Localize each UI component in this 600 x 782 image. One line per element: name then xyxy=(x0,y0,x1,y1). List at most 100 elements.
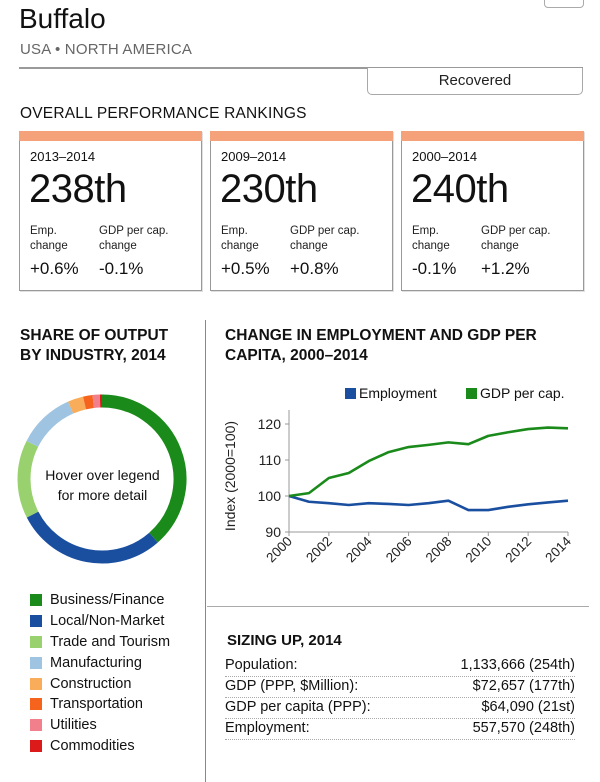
section-divider-vertical xyxy=(205,320,206,782)
donut-slice-trade-and-tourism[interactable] xyxy=(17,440,39,518)
ranking-period: 2000–2014 xyxy=(412,149,478,164)
legend-swatch xyxy=(30,677,42,690)
ranking-card: 2009–2014 230th Emp. change GDP per cap. c… xyxy=(210,131,393,291)
y-tick-label: 120 xyxy=(258,416,282,432)
employment-chart-heading: CHANGE IN EMPLOYMENT AND GDP PER CAPITA,… xyxy=(225,326,537,366)
x-tick-label: 2012 xyxy=(502,534,534,566)
gdp-change-label: GDP per cap. change xyxy=(481,225,551,252)
donut-hint-line1: Hover over legend xyxy=(45,467,160,483)
legend-item-commodities[interactable]: Commodities xyxy=(30,736,170,757)
x-tick-label: 2014 xyxy=(542,533,574,565)
emp-change-value: -0.1% xyxy=(412,259,457,278)
emp-change-label: Emp. change xyxy=(30,225,68,252)
sizing-value: $72,657 (177th) xyxy=(472,678,575,694)
gdp-change-label: GDP per cap. change xyxy=(99,225,169,252)
sizing-label: GDP (PPP, $Million): xyxy=(225,678,359,694)
y-tick-label: 110 xyxy=(259,452,282,468)
x-tick-label: 2010 xyxy=(463,534,495,566)
share-heading: SHARE OF OUTPUT BY INDUSTRY, 2014 xyxy=(20,326,168,366)
legend-label: Construction xyxy=(50,675,132,692)
x-tick-label: 2002 xyxy=(303,534,335,566)
status-button-recovered[interactable]: Recovered xyxy=(367,68,583,95)
emp-change-value: +0.6% xyxy=(30,259,79,278)
sizing-label: Employment: xyxy=(225,720,310,736)
legend-item-trade-and-tourism[interactable]: Trade and Tourism xyxy=(30,632,170,653)
legend-swatch xyxy=(30,739,42,752)
legend-item-transportation[interactable]: Transportation xyxy=(30,694,170,715)
donut-slice-transportation[interactable] xyxy=(83,395,95,410)
gdp-change-value: -0.1% xyxy=(99,259,144,278)
header-divider xyxy=(19,67,583,69)
ranking-value: 238th xyxy=(29,167,127,211)
sizing-row-gdp-per-capita: GDP per capita (PPP): $64,090 (21st) xyxy=(225,698,575,719)
employment-chart-heading-line2: CAPITA, 2000–2014 xyxy=(225,347,368,364)
x-tick-label: 2006 xyxy=(383,534,415,566)
donut-slice-construction[interactable] xyxy=(68,396,87,414)
collapse-button[interactable] xyxy=(544,0,584,8)
donut-slice-manufacturing[interactable] xyxy=(26,401,74,448)
chart-legend-swatch xyxy=(466,388,477,399)
sizing-value: 557,570 (248th) xyxy=(472,720,575,736)
donut-slice-business-finance[interactable] xyxy=(101,394,187,543)
legend-swatch xyxy=(30,698,42,711)
sizing-row-employment: Employment: 557,570 (248th) xyxy=(225,719,575,740)
industry-donut-chart xyxy=(17,394,187,564)
gdp-change-value: +1.2% xyxy=(481,259,530,278)
legend-label: Trade and Tourism xyxy=(50,633,171,650)
chart-legend-swatch xyxy=(345,388,356,399)
ranking-period: 2013–2014 xyxy=(30,149,96,164)
legend-label: Manufacturing xyxy=(50,654,142,671)
series-line-gdp-per-cap[interactable] xyxy=(288,426,569,498)
donut-slice-local-non-market[interactable] xyxy=(26,511,158,564)
sizing-row-population: Population: 1,133,666 (254th) xyxy=(225,656,575,677)
ranking-period: 2009–2014 xyxy=(221,149,287,164)
emp-change-value: +0.5% xyxy=(221,259,270,278)
industry-legend: Business/Finance Local/Non-Market Trade an… xyxy=(30,590,170,756)
x-tick-label: 2008 xyxy=(423,534,455,566)
legend-label: Business/Finance xyxy=(50,592,165,609)
legend-label: Local/Non-Market xyxy=(50,613,165,630)
emp-change-label: Emp. change xyxy=(221,225,259,252)
share-heading-line1: SHARE OF OUTPUT xyxy=(20,327,169,344)
share-heading-line2: BY INDUSTRY, 2014 xyxy=(20,347,166,364)
sizing-value: 1,133,666 (254th) xyxy=(460,657,575,673)
y-axis-title: Index (2000=100) xyxy=(222,421,238,531)
sizing-label: GDP per capita (PPP): xyxy=(225,699,371,715)
sizing-table: Population: 1,133,666 (254th) GDP (PPP, … xyxy=(225,656,575,740)
section-divider-horizontal xyxy=(207,606,589,607)
donut-hint-text: Hover over legend for more detail xyxy=(30,465,175,505)
legend-item-manufacturing[interactable]: Manufacturing xyxy=(30,652,170,673)
chart-legend-item-employment[interactable]: Employment xyxy=(345,385,437,401)
legend-label: Transportation xyxy=(50,696,143,713)
ranking-value: 240th xyxy=(411,167,509,211)
series-line-employment[interactable] xyxy=(288,494,569,512)
y-tick-label: 100 xyxy=(258,488,282,504)
sizing-heading: SIZING UP, 2014 xyxy=(227,632,342,649)
legend-swatch xyxy=(30,719,42,732)
ranking-card-accent xyxy=(401,131,584,141)
ranking-value: 230th xyxy=(220,167,318,211)
legend-swatch xyxy=(30,615,42,628)
legend-item-utilities[interactable]: Utilities xyxy=(30,715,170,736)
legend-item-construction[interactable]: Construction xyxy=(30,673,170,694)
sizing-value: $64,090 (21st) xyxy=(481,699,575,715)
employment-chart-heading-line1: CHANGE IN EMPLOYMENT AND GDP PER xyxy=(225,327,537,344)
legend-label: Utilities xyxy=(50,717,97,734)
ranking-card: 2013–2014 238th Emp. change GDP per cap. c… xyxy=(19,131,202,291)
x-tick-label: 2004 xyxy=(343,533,375,565)
legend-swatch xyxy=(30,594,42,607)
gdp-change-value: +0.8% xyxy=(290,259,339,278)
ranking-card-accent xyxy=(210,131,393,141)
chart-legend-item-gdp-per-cap[interactable]: GDP per cap. xyxy=(466,385,565,401)
ranking-card-accent xyxy=(19,131,202,141)
city-title: Buffalo xyxy=(19,3,106,34)
chart-legend-label: GDP per cap. xyxy=(480,385,565,401)
sizing-label: Population: xyxy=(225,657,298,673)
legend-item-local-non-market[interactable]: Local/Non-Market xyxy=(30,611,170,632)
region-subtitle: USA • NORTH AMERICA xyxy=(20,41,193,58)
legend-label: Commodities xyxy=(50,737,135,754)
legend-item-business-finance[interactable]: Business/Finance xyxy=(30,590,170,611)
legend-swatch xyxy=(30,656,42,669)
sizing-row-gdp: GDP (PPP, $Million): $72,657 (177th) xyxy=(225,677,575,698)
